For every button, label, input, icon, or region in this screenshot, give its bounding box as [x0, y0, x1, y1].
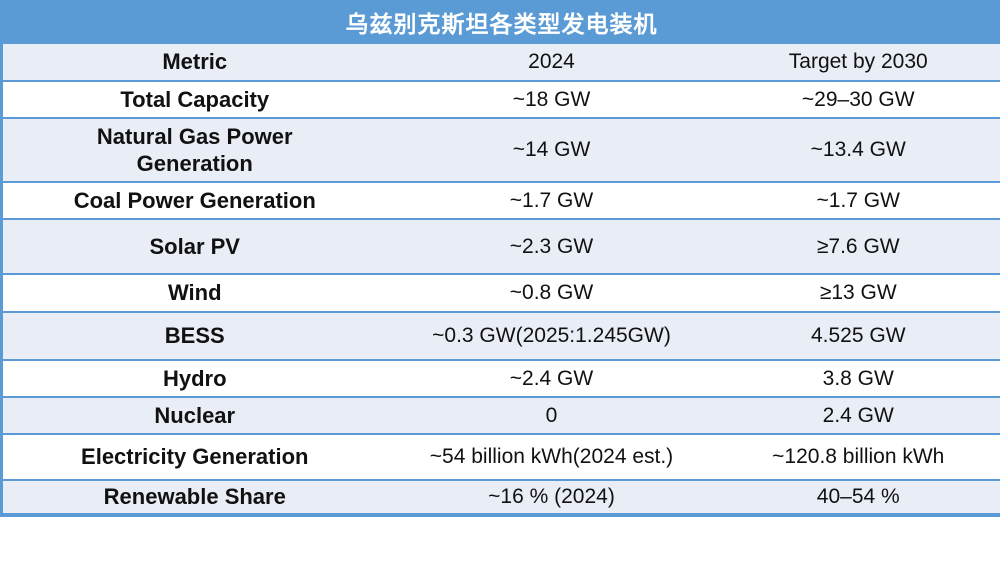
target-2030-cell: ~120.8 billion kWh [772, 445, 945, 468]
table-row-bess: BESS ~0.3 GW(2025:1.245GW) 4.525 GW [1, 312, 1000, 360]
column-header-metric: Metric [162, 49, 228, 74]
table-row-nuclear: Nuclear 0 2.4 GW [1, 397, 1000, 434]
metric-label: Electricity Generation [81, 444, 309, 470]
metric-cell: Coal Power Generation [2, 182, 387, 219]
metric-label: BESS [164, 323, 225, 349]
metric-cell: Hydro [2, 360, 387, 397]
column-header-target-2030: Target by 2030 [788, 50, 928, 73]
table-row-wind: Wind ~0.8 GW ≥13 GW [1, 274, 1000, 312]
metric-label: Wind [167, 280, 222, 306]
metric-cell: Nuclear [2, 397, 387, 434]
value-2024-cell: ~1.7 GW [509, 188, 594, 212]
metric-label: Renewable Share [103, 484, 286, 509]
metric-label: Natural Gas Power Generation [96, 123, 293, 177]
table-row-hydro: Hydro ~2.4 GW 3.8 GW [1, 360, 1000, 397]
target-2030-cell: ≥13 GW [819, 281, 897, 304]
target-2030-cell: 2.4 GW [822, 403, 894, 427]
value-2024-cell: ~2.4 GW [509, 366, 594, 390]
capacity-table: 乌兹别克斯坦各类型发电装机 Metric 2024 Target by 2030… [0, 0, 1000, 517]
target-2030-cell: ~29–30 GW [801, 87, 915, 111]
value-2024-cell: ~18 GW [512, 87, 591, 111]
column-header-2024: 2024 [528, 50, 575, 73]
table-row-solar-pv: Solar PV ~2.3 GW ≥7.6 GW [1, 219, 1000, 274]
value-2024-cell: ~0.8 GW [509, 281, 594, 304]
metric-cell: Wind [2, 274, 387, 312]
value-2024-cell: ~14 GW [512, 138, 591, 161]
table-row-renewable-share: Renewable Share ~16 % (2024) 40–54 % [1, 480, 1000, 515]
table-title: 乌兹别克斯坦各类型发电装机 [1, 1, 1000, 43]
value-2024-cell: ~54 billion kWh(2024 est.) [429, 445, 674, 468]
target-2030-cell: 4.525 GW [810, 324, 906, 347]
table-row-coal: Coal Power Generation ~1.7 GW ~1.7 GW [1, 182, 1000, 219]
table-row-electricity-generation: Electricity Generation ~54 billion kWh(2… [1, 434, 1000, 480]
metric-label: Total Capacity [120, 86, 270, 112]
table-row-total-capacity: Total Capacity ~18 GW ~29–30 GW [1, 81, 1000, 118]
table-title-row: 乌兹别克斯坦各类型发电装机 [1, 1, 1000, 43]
target-2030-cell: 40–54 % [816, 484, 900, 508]
metric-label: Hydro [162, 365, 227, 391]
value-2024-cell: ~16 % (2024) [488, 484, 615, 508]
metric-cell: Solar PV [2, 219, 387, 274]
metric-cell: Natural Gas Power Generation [2, 118, 387, 182]
target-2030-cell: 3.8 GW [822, 366, 894, 390]
target-2030-cell: ≥7.6 GW [816, 234, 900, 258]
metric-label: Nuclear [154, 402, 236, 428]
value-2024-cell: ~0.3 GW(2025:1.245GW) [432, 324, 671, 347]
metric-cell: Renewable Share [2, 480, 387, 515]
table-header-row: Metric 2024 Target by 2030 [1, 43, 1000, 81]
metric-cell: Electricity Generation [2, 434, 387, 480]
value-2024-cell: 0 [545, 403, 558, 427]
target-2030-cell: ~1.7 GW [816, 188, 900, 212]
metric-label: Coal Power Generation [73, 187, 316, 213]
metric-cell: Total Capacity [2, 81, 387, 118]
value-2024-cell: ~2.3 GW [509, 234, 594, 258]
table-row-natural-gas: Natural Gas Power Generation ~14 GW ~13.… [1, 118, 1000, 182]
metric-label: Solar PV [149, 233, 240, 259]
target-2030-cell: ~13.4 GW [810, 138, 906, 161]
metric-cell: BESS [2, 312, 387, 360]
